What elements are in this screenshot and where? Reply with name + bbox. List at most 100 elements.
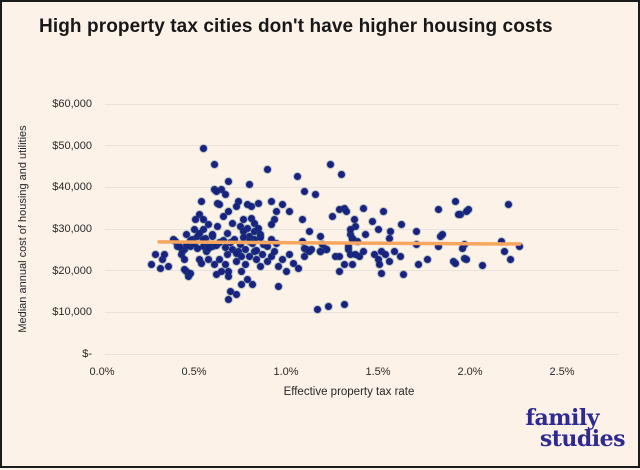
scatter-point: [243, 224, 251, 232]
scatter-point: [391, 248, 399, 256]
scatter-point: [208, 231, 216, 239]
scatter-point: [181, 265, 189, 273]
scatter-point: [205, 220, 213, 228]
scatter-point: [232, 291, 240, 299]
scatter-point: [253, 247, 261, 255]
chart-title: High property tax cities don't have high…: [39, 16, 553, 37]
scatter-point: [361, 230, 369, 238]
scatter-point: [324, 302, 332, 310]
scatter-point: [249, 281, 257, 289]
scatter-point: [332, 252, 340, 260]
scatter-point: [413, 241, 421, 249]
scatter-point: [278, 200, 286, 208]
scatter-point: [352, 250, 360, 258]
y-tick-label: $-: [82, 348, 92, 360]
family-studies-logo: family studies: [525, 405, 626, 450]
scatter-point: [242, 261, 250, 269]
scatter-point: [380, 208, 388, 216]
scatter-point: [438, 230, 446, 238]
scatter-point: [199, 215, 207, 223]
scatter-point: [346, 251, 354, 259]
scatter-point: [247, 202, 255, 210]
gridline: [105, 145, 619, 147]
x-tick-label: 2.5%: [549, 366, 575, 378]
scatter-point: [197, 259, 205, 267]
scatter-point: [273, 208, 281, 216]
scatter-point: [254, 224, 262, 232]
scatter-point: [293, 173, 301, 181]
scatter-point: [335, 253, 343, 261]
scatter-point: [256, 230, 264, 238]
gridline: [105, 228, 619, 230]
x-tick-label: 2.0%: [457, 366, 483, 378]
scatter-point: [387, 228, 395, 236]
scatter-point: [199, 242, 207, 250]
scatter-point: [208, 243, 216, 251]
scatter-point: [267, 220, 275, 228]
scatter-point: [192, 216, 200, 224]
scatter-point: [196, 210, 204, 218]
scatter-point: [216, 200, 224, 208]
scatter-point: [289, 259, 297, 267]
scatter-point: [343, 208, 351, 216]
scatter-point: [216, 256, 224, 264]
scatter-point: [223, 250, 231, 258]
scatter-point: [346, 225, 354, 233]
scatter-point: [183, 230, 191, 238]
scatter-point: [271, 215, 279, 223]
scatter-point: [186, 269, 194, 277]
scatter-point: [229, 219, 237, 227]
scatter-point: [223, 230, 231, 238]
scatter-point: [229, 245, 237, 253]
scatter-point: [172, 237, 180, 245]
scatter-point: [164, 263, 172, 271]
scatter-point: [227, 287, 235, 295]
scatter-point: [352, 222, 360, 230]
scatter-point: [501, 247, 509, 255]
scatter-point: [186, 243, 194, 251]
scatter-point: [335, 267, 343, 275]
x-tick-label: 0.5%: [181, 366, 207, 378]
scatter-point: [197, 197, 205, 205]
scatter-point: [225, 208, 233, 216]
scatter-point: [506, 255, 514, 263]
scatter-point: [179, 246, 187, 254]
scatter-point: [278, 256, 286, 264]
scatter-point: [286, 208, 294, 216]
scatter-point: [275, 263, 283, 271]
y-tick-label: $40,000: [52, 181, 92, 194]
logo-line-1: family: [525, 405, 600, 431]
scatter-point: [236, 222, 244, 230]
scatter-point: [271, 248, 279, 256]
scatter-point: [356, 253, 364, 261]
scatter-point: [299, 216, 307, 224]
scatter-point: [286, 251, 294, 259]
scatter-point: [516, 243, 524, 251]
scatter-point: [328, 212, 336, 220]
y-tick-label: $50,000: [52, 139, 92, 152]
scatter-point: [435, 242, 443, 250]
scatter-point: [230, 235, 238, 243]
scatter-point: [232, 249, 240, 257]
y-tick-label: $30,000: [52, 223, 92, 235]
scatter-point: [378, 269, 386, 277]
scatter-point: [300, 253, 308, 261]
scatter-point: [245, 180, 253, 188]
scatter-point: [256, 234, 264, 242]
scatter-point: [218, 268, 226, 276]
scatter-point: [225, 296, 233, 304]
scatter-point: [214, 223, 222, 231]
scatter-point: [151, 250, 159, 258]
scatter-point: [199, 226, 207, 234]
x-tick-label: 0.0%: [89, 366, 115, 378]
scatter-point: [196, 229, 204, 237]
scatter-point: [161, 251, 169, 259]
scatter-point: [299, 237, 307, 245]
scatter-point: [221, 244, 229, 252]
scatter-point: [175, 243, 183, 250]
scatter-point: [267, 236, 275, 244]
scatter-point: [238, 267, 246, 275]
scatter-point: [396, 253, 404, 261]
